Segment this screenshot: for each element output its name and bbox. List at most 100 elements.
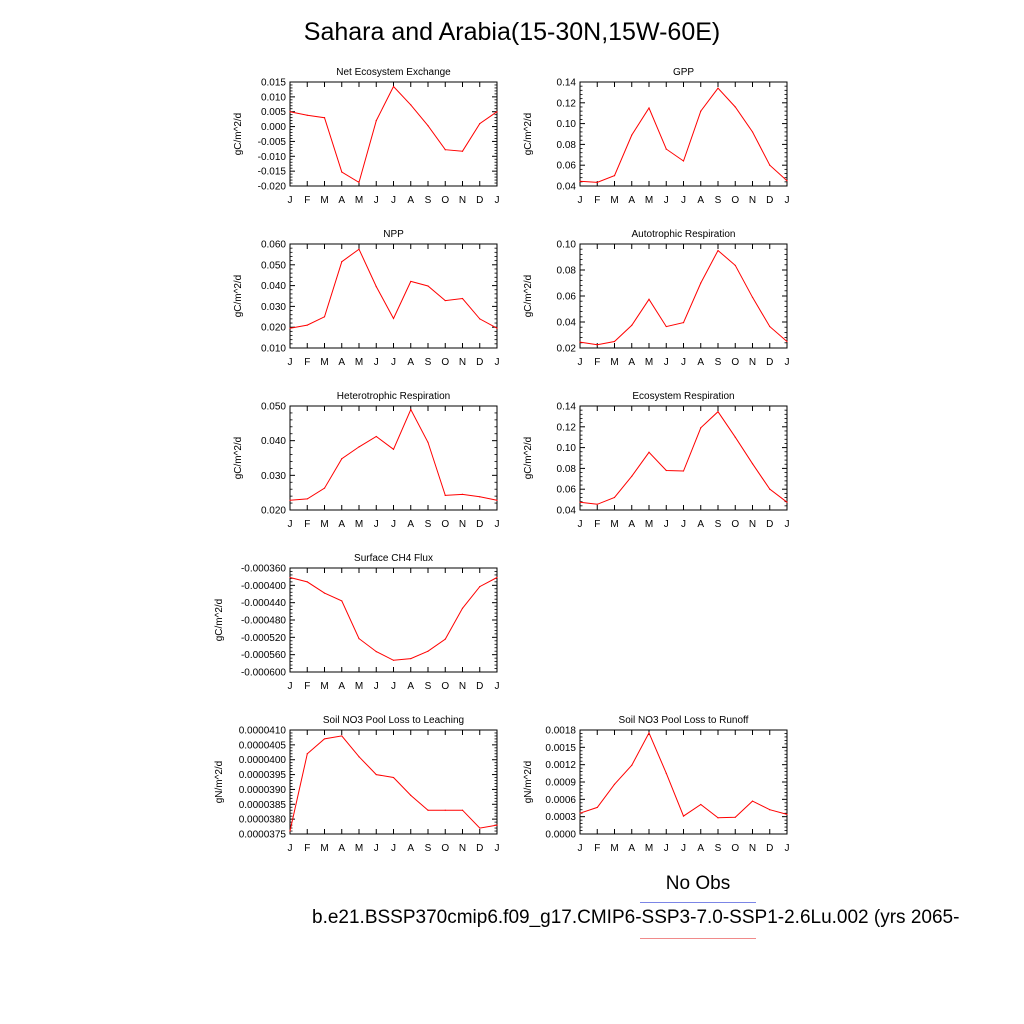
series-line: [289, 85, 498, 184]
data-point: [613, 175, 616, 177]
x-tick-label: N: [459, 357, 466, 368]
x-tick-label: A: [338, 843, 345, 854]
y-tick-label: 0.02: [557, 344, 577, 355]
x-tick-label: O: [731, 195, 739, 206]
x-tick-label: J: [578, 843, 583, 854]
data-point: [444, 149, 446, 151]
data-point: [375, 435, 377, 438]
x-tick-label: M: [355, 195, 363, 206]
data-point: [289, 576, 291, 579]
x-tick-label: J: [288, 519, 293, 530]
x-tick-label: N: [459, 681, 466, 692]
data-point: [479, 827, 481, 829]
data-point: [613, 340, 616, 343]
chart-panel-3: NPP gC/m^2/d 0.060 0.050 0.040 0.030 0.020 0.01…: [233, 229, 500, 368]
x-tick-label: D: [476, 195, 483, 206]
x-tick-label: J: [785, 519, 790, 530]
y-tick-label: 0.030: [261, 302, 286, 313]
x-tick-label: O: [731, 843, 739, 854]
data-point: [579, 501, 581, 503]
data-point: [444, 494, 446, 497]
x-tick-label: F: [594, 843, 600, 854]
x-tick-label: M: [355, 519, 363, 530]
x-tick-label: J: [578, 357, 583, 368]
x-tick-label: S: [425, 357, 432, 368]
x-tick-label: D: [476, 357, 483, 368]
data-point: [306, 114, 308, 116]
plot-frame: [579, 729, 788, 835]
data-point: [786, 813, 788, 815]
data-point: [734, 436, 736, 438]
legend-obs-label: No Obs: [665, 873, 731, 894]
x-tick-label: S: [425, 681, 432, 692]
x-tick-label: O: [441, 843, 449, 854]
x-tick-label: S: [425, 195, 432, 206]
x-tick-label: S: [715, 357, 722, 368]
x-tick-label: F: [304, 195, 310, 206]
y-tick-label: -0.010: [258, 152, 287, 163]
x-tick-label: J: [374, 519, 379, 530]
data-point: [358, 446, 360, 448]
x-tick-label: J: [664, 195, 669, 206]
data-point: [700, 803, 702, 806]
data-point: [786, 340, 788, 343]
x-tick-label: D: [476, 519, 483, 530]
x-tick-label: N: [749, 195, 756, 206]
data-point: [289, 111, 291, 113]
x-tick-label: A: [628, 357, 635, 368]
data-point: [648, 298, 650, 300]
data-point: [410, 794, 412, 796]
x-tick-label: M: [645, 843, 653, 854]
y-axis-label: gC/m^2/d: [233, 437, 244, 480]
y-tick-label: 0.12: [557, 422, 577, 433]
data-point: [648, 732, 650, 734]
y-tick-label: 0.0012: [545, 760, 576, 771]
data-point: [751, 800, 754, 802]
x-tick-label: O: [441, 519, 449, 530]
series-line: [289, 408, 498, 501]
x-tick-label: O: [441, 681, 449, 692]
data-point: [375, 286, 377, 288]
y-tick-label: 0.0009: [545, 778, 576, 789]
y-tick-label: 0.10: [557, 240, 577, 251]
y-tick-label: 0.020: [261, 506, 286, 517]
x-tick-label: O: [441, 195, 449, 206]
data-point: [323, 316, 326, 318]
data-point: [289, 327, 291, 329]
data-point: [769, 164, 771, 166]
chart-panel-4: Autotrophic Respiration gC/m^2/d 0.10 0.08 0…: [523, 229, 790, 368]
x-tick-label: A: [338, 357, 345, 368]
x-tick-label: J: [664, 519, 669, 530]
data-point: [751, 296, 754, 298]
y-tick-label: 0.060: [261, 240, 286, 251]
y-axis-label: gC/m^2/d: [214, 599, 225, 642]
y-axis-label: gN/m^2/d: [214, 761, 225, 804]
x-tick-label: D: [766, 195, 773, 206]
data-point: [700, 427, 702, 429]
x-tick-label: J: [664, 843, 669, 854]
series-line: [289, 735, 498, 832]
y-tick-label: 0.010: [261, 344, 286, 355]
x-tick-label: A: [338, 681, 345, 692]
x-tick-label: F: [594, 357, 600, 368]
data-point: [682, 322, 685, 324]
x-tick-label: J: [391, 519, 396, 530]
y-axis-label: gN/m^2/d: [523, 761, 534, 804]
x-tick-label: J: [495, 519, 500, 530]
plot-frame: [289, 567, 498, 673]
data-point: [289, 830, 291, 832]
y-tick-label: -0.000520: [241, 633, 286, 644]
x-tick-label: M: [320, 519, 328, 530]
x-tick-label: S: [425, 519, 432, 530]
data-point: [769, 809, 771, 811]
y-tick-label: 0.04: [557, 318, 577, 329]
y-tick-label: 0.040: [261, 436, 286, 447]
y-tick-label: 0.030: [261, 471, 286, 482]
y-tick-label: 0.10: [557, 119, 577, 130]
y-tick-label: 0.050: [261, 260, 286, 271]
x-tick-label: M: [610, 519, 618, 530]
data-point: [289, 499, 291, 501]
chart-panel-1: Net Ecosystem Exchange gC/m^2/d 0.015 0.010…: [233, 67, 500, 206]
x-tick-label: A: [407, 519, 414, 530]
x-tick-label: D: [766, 357, 773, 368]
